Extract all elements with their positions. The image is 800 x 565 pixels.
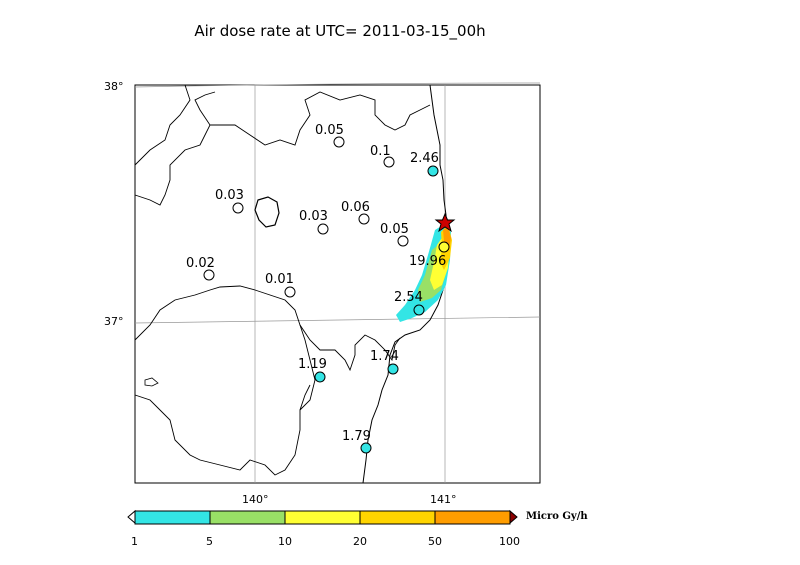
station-reading: 1.19 [298,357,327,372]
station-marker [358,213,370,225]
small-lake [144,377,159,387]
colorbar-tick: 50 [428,535,442,548]
station-marker [397,235,409,247]
station-reading: 0.1 [370,144,391,159]
station-marker [314,371,326,383]
colorbar-tick: 1 [131,535,138,548]
colorbar [127,509,518,525]
colorbar-under-triangle [127,509,136,525]
station-marker [387,363,399,375]
colorbar-unit: Micro Gy/h [526,511,588,522]
station-reading: 1.74 [370,349,399,364]
station-reading: 0.02 [186,256,215,271]
colorbar-segment [284,510,361,525]
station-reading: 1.79 [342,429,371,444]
station-marker [360,442,372,454]
prefecture-boundaries [134,84,431,476]
colorbar-segment [434,510,511,525]
station-reading: 2.46 [410,151,439,166]
station-marker [427,165,439,177]
colorbar-segment [359,510,436,525]
lon-label-141: 141° [430,493,457,506]
station-marker [284,286,296,298]
lat-label-37: 37° [104,315,124,328]
station-marker [203,269,215,281]
station-marker [317,223,329,235]
station-marker [333,136,345,148]
colorbar-tick: 5 [206,535,213,548]
lake-inawashiro [254,196,280,228]
station-marker [438,241,450,253]
colorbar-tick: 10 [278,535,292,548]
coastline [362,84,449,484]
colorbar-segment [134,510,211,525]
station-marker [413,304,425,316]
colorbar-tick: 100 [499,535,520,548]
station-reading: 0.03 [215,188,244,203]
lon-label-140: 140° [242,493,269,506]
station-reading: 0.05 [380,222,409,237]
colorbar-tick: 20 [353,535,367,548]
station-markers [203,136,450,454]
colorbar-segment [209,510,286,525]
star-icon [434,212,456,233]
colorbar-over-triangle [509,509,518,525]
station-reading: 2.54 [394,290,423,305]
station-reading: 19.96 [409,254,446,269]
map-frame [134,84,541,484]
lat-label-38: 38° [104,80,124,93]
station-reading: 0.06 [341,200,370,215]
station-reading: 0.03 [299,209,328,224]
station-marker [232,202,244,214]
map-title: Air dose rate at UTC= 2011-03-15_00h [194,22,486,40]
station-reading: 0.01 [265,272,294,287]
station-marker [383,156,395,168]
station-reading: 0.05 [315,123,344,138]
station-readings: 0.05 0.1 2.46 0.03 0.03 0.06 0.05 19.96 … [186,123,446,444]
